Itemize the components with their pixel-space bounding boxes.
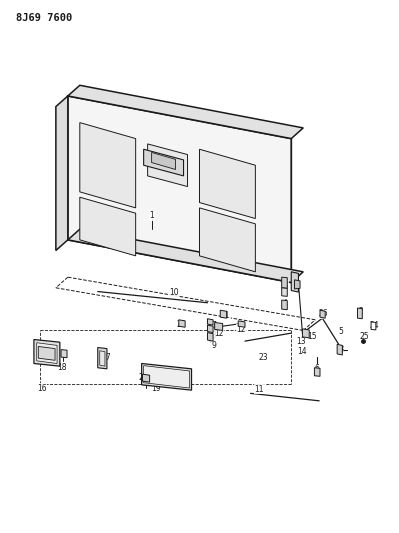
Polygon shape [142,364,192,390]
Polygon shape [282,300,287,310]
Polygon shape [337,344,342,355]
Text: 12: 12 [237,325,246,334]
Text: 21: 21 [221,311,230,320]
Text: 14: 14 [298,348,307,356]
Polygon shape [98,348,107,369]
Polygon shape [61,350,67,358]
Polygon shape [294,280,300,289]
Polygon shape [68,229,303,282]
Text: 17: 17 [101,353,111,361]
Text: 3: 3 [282,281,288,289]
Polygon shape [358,308,362,319]
Polygon shape [371,322,376,330]
Polygon shape [179,320,185,327]
Text: 16: 16 [37,384,47,392]
Text: 5: 5 [339,327,344,336]
Polygon shape [152,152,176,169]
Text: 2: 2 [359,308,363,316]
Polygon shape [215,322,223,330]
Polygon shape [200,149,255,219]
Polygon shape [144,149,184,176]
Polygon shape [238,321,245,327]
Text: 10: 10 [169,288,178,296]
Text: 22: 22 [139,373,148,382]
Polygon shape [207,319,213,325]
Text: 20: 20 [177,320,186,328]
Text: 12: 12 [214,329,223,337]
Text: 26: 26 [318,309,328,318]
Polygon shape [200,208,255,272]
Polygon shape [80,123,136,208]
Text: 8: 8 [211,332,216,340]
Polygon shape [148,144,188,187]
Polygon shape [68,96,291,282]
Text: 4: 4 [283,300,288,308]
Polygon shape [314,368,320,376]
Polygon shape [37,343,57,364]
Text: 3: 3 [338,345,344,353]
Text: 15: 15 [307,333,317,341]
Polygon shape [282,288,287,296]
Text: 13: 13 [296,337,306,345]
Text: 9: 9 [211,341,216,350]
Text: 11: 11 [255,385,264,393]
Text: 8J69 7600: 8J69 7600 [16,13,72,23]
Polygon shape [142,374,150,382]
Polygon shape [144,366,190,388]
Polygon shape [291,272,298,292]
Polygon shape [207,333,213,341]
Text: 23: 23 [259,353,268,361]
Text: 19: 19 [151,384,160,392]
Polygon shape [302,329,309,338]
Polygon shape [320,310,325,318]
Polygon shape [34,340,60,366]
Text: 1: 1 [149,212,154,220]
Polygon shape [282,277,287,288]
Polygon shape [80,197,136,256]
Text: 7: 7 [211,321,216,329]
Polygon shape [220,310,227,318]
Polygon shape [38,346,55,360]
Polygon shape [207,325,213,333]
Text: 25: 25 [359,333,369,341]
Text: 18: 18 [57,364,67,372]
Polygon shape [68,85,303,139]
Polygon shape [56,96,68,251]
Text: 24: 24 [369,321,379,329]
Text: 6: 6 [315,365,320,373]
Polygon shape [100,351,105,366]
